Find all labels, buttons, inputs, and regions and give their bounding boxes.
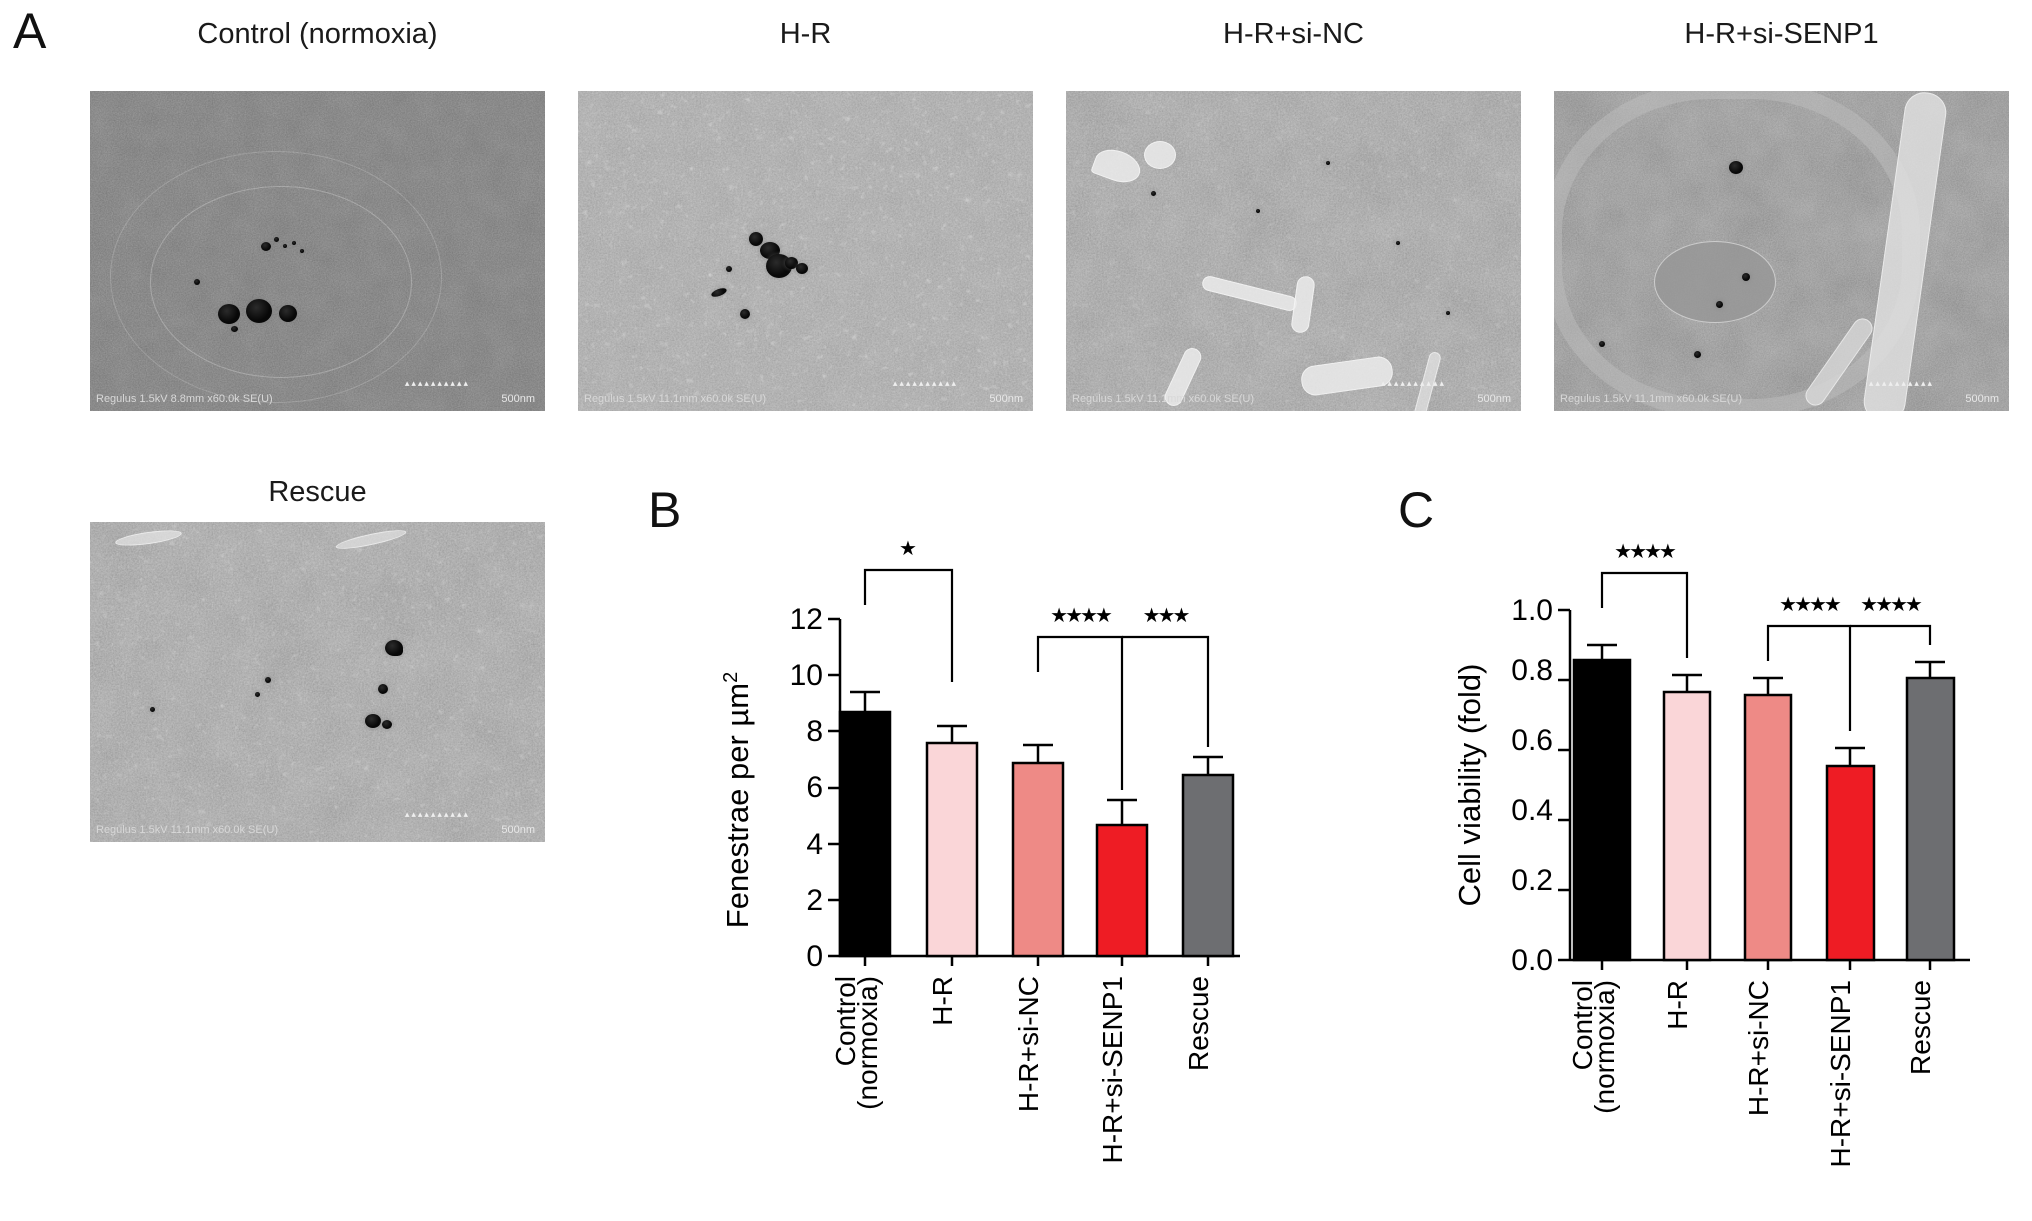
svg-text:0.6: 0.6 xyxy=(1511,724,1553,757)
svg-text:4: 4 xyxy=(806,828,823,861)
svg-text:8: 8 xyxy=(806,715,823,748)
svg-text:H-R+si-NC: H-R+si-NC xyxy=(1013,976,1044,1112)
svg-text:H-R+si-NC: H-R+si-NC xyxy=(1743,980,1774,1116)
svg-text:(normoxia): (normoxia) xyxy=(852,976,883,1110)
svg-text:6: 6 xyxy=(806,771,823,804)
svg-text:0.2: 0.2 xyxy=(1511,864,1553,897)
svg-text:Fenestrae per µm2: Fenestrae per µm2 xyxy=(720,672,755,928)
svg-text:★★★★: ★★★★ xyxy=(1860,594,1922,616)
svg-text:★: ★ xyxy=(899,538,917,560)
svg-text:★★★★: ★★★★ xyxy=(1614,541,1676,563)
svg-text:★★★★: ★★★★ xyxy=(1779,594,1841,616)
svg-text:0: 0 xyxy=(806,940,823,973)
svg-text:2: 2 xyxy=(806,884,823,917)
svg-text:0.0: 0.0 xyxy=(1511,944,1553,977)
svg-text:H-R: H-R xyxy=(927,976,958,1026)
svg-text:H-R: H-R xyxy=(1662,980,1693,1030)
svg-text:★★★★: ★★★★ xyxy=(1050,605,1112,627)
svg-text:Cell viability (fold): Cell viability (fold) xyxy=(1452,664,1487,907)
svg-text:H-R+si-SENP1: H-R+si-SENP1 xyxy=(1097,976,1128,1163)
svg-text:0.4: 0.4 xyxy=(1511,794,1553,827)
svg-text:0.8: 0.8 xyxy=(1511,654,1553,687)
svg-text:(normoxia): (normoxia) xyxy=(1589,980,1620,1114)
svg-text:10: 10 xyxy=(790,659,823,692)
svg-text:Rescue: Rescue xyxy=(1183,976,1214,1071)
svg-text:12: 12 xyxy=(790,603,823,636)
svg-text:★★★: ★★★ xyxy=(1143,605,1190,627)
svg-text:H-R+si-SENP1: H-R+si-SENP1 xyxy=(1825,980,1856,1167)
svg-text:1.0: 1.0 xyxy=(1511,594,1553,627)
svg-text:Rescue: Rescue xyxy=(1905,980,1936,1075)
